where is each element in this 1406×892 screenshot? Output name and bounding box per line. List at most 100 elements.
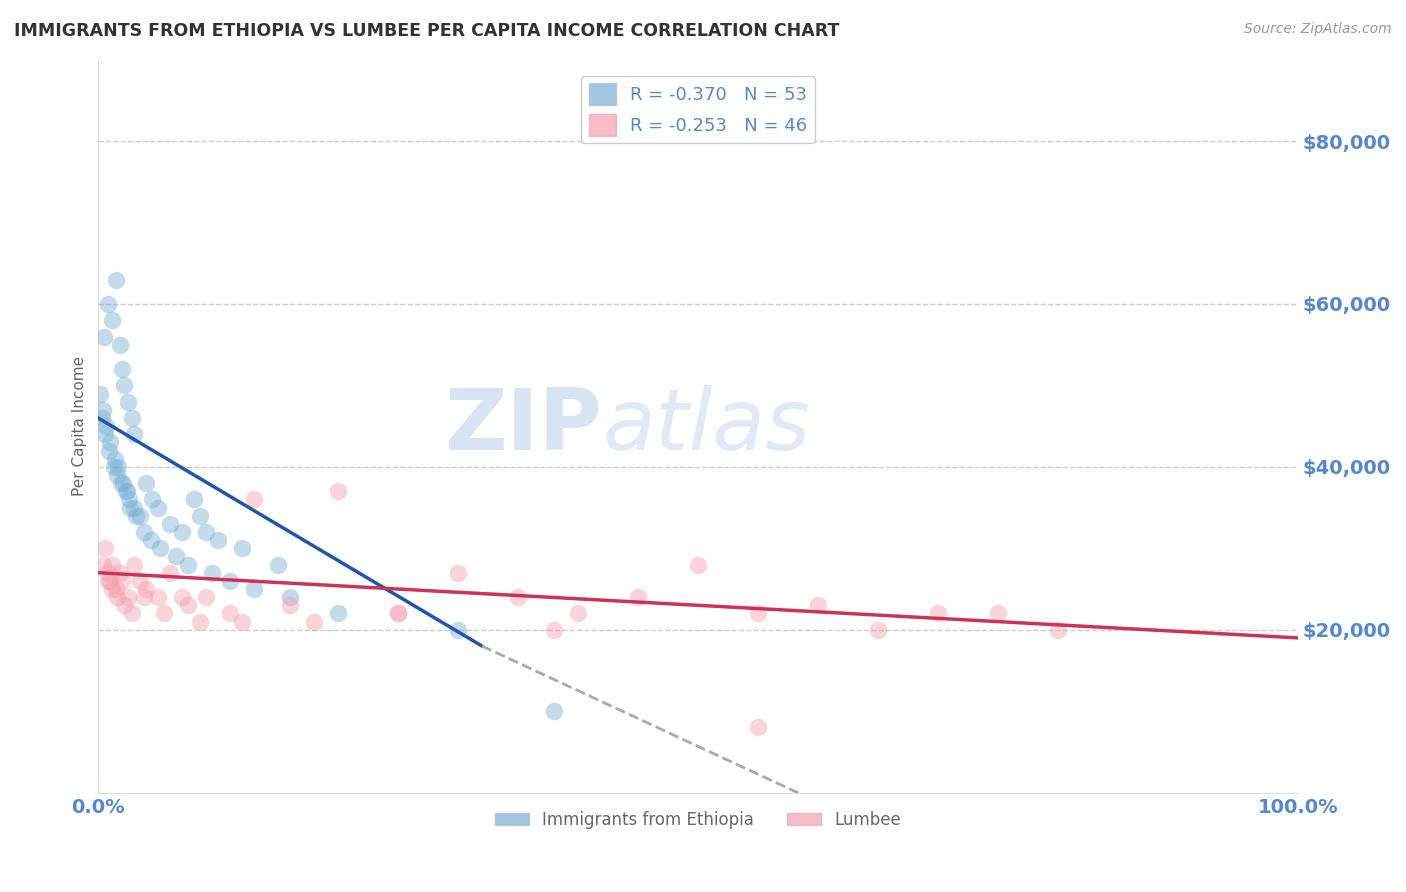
Legend: Immigrants from Ethiopia, Lumbee: Immigrants from Ethiopia, Lumbee xyxy=(489,805,907,836)
Point xyxy=(101,582,124,596)
Point xyxy=(165,549,187,564)
Point xyxy=(103,459,125,474)
Point xyxy=(149,541,172,556)
Point xyxy=(159,516,181,531)
Point xyxy=(122,427,145,442)
Point xyxy=(278,590,301,604)
Point xyxy=(115,484,138,499)
Point xyxy=(122,500,145,515)
Point xyxy=(122,558,145,572)
Point xyxy=(927,607,949,621)
Point xyxy=(94,427,117,442)
Point xyxy=(108,566,131,580)
Point xyxy=(146,590,169,604)
Point xyxy=(866,623,889,637)
Point xyxy=(231,541,253,556)
Point xyxy=(159,566,181,580)
Point xyxy=(101,558,124,572)
Point xyxy=(183,492,205,507)
Point xyxy=(91,402,114,417)
Point xyxy=(121,411,143,425)
Point xyxy=(139,533,162,548)
Point xyxy=(231,615,253,629)
Point xyxy=(89,386,111,401)
Point xyxy=(170,524,193,539)
Point xyxy=(177,599,200,613)
Point xyxy=(105,582,128,596)
Point xyxy=(543,623,565,637)
Point xyxy=(747,607,769,621)
Point xyxy=(543,704,565,718)
Point xyxy=(97,574,120,588)
Point xyxy=(201,566,224,580)
Point xyxy=(114,599,136,613)
Point xyxy=(567,607,589,621)
Point xyxy=(153,607,176,621)
Point xyxy=(387,607,409,621)
Point xyxy=(267,558,290,572)
Text: Source: ZipAtlas.com: Source: ZipAtlas.com xyxy=(1244,22,1392,37)
Point xyxy=(111,574,134,588)
Point xyxy=(177,558,200,572)
Point xyxy=(97,297,120,311)
Point xyxy=(110,476,132,491)
Point xyxy=(627,590,650,604)
Point xyxy=(117,394,139,409)
Point xyxy=(121,607,143,621)
Point xyxy=(112,476,135,491)
Point xyxy=(387,607,409,621)
Text: atlas: atlas xyxy=(602,384,810,467)
Y-axis label: Per Capita Income: Per Capita Income xyxy=(72,356,87,496)
Point xyxy=(118,492,141,507)
Point xyxy=(90,411,112,425)
Point xyxy=(105,468,128,483)
Point xyxy=(97,443,120,458)
Point xyxy=(278,599,301,613)
Point xyxy=(243,492,266,507)
Point xyxy=(96,419,118,434)
Point xyxy=(146,500,169,515)
Point xyxy=(243,582,266,596)
Point xyxy=(98,574,121,588)
Point xyxy=(326,484,349,499)
Point xyxy=(111,362,134,376)
Point xyxy=(302,615,325,629)
Point xyxy=(105,590,128,604)
Point xyxy=(108,337,131,351)
Point xyxy=(132,524,155,539)
Point xyxy=(132,590,155,604)
Point xyxy=(91,558,114,572)
Point xyxy=(117,590,139,604)
Point xyxy=(98,435,121,450)
Point xyxy=(170,590,193,604)
Point xyxy=(93,329,115,343)
Point xyxy=(141,492,163,507)
Point xyxy=(120,500,142,515)
Point xyxy=(104,451,127,466)
Point xyxy=(105,272,128,286)
Point xyxy=(747,721,769,735)
Point xyxy=(94,541,117,556)
Point xyxy=(219,574,242,588)
Point xyxy=(125,508,148,523)
Point xyxy=(135,476,157,491)
Text: IMMIGRANTS FROM ETHIOPIA VS LUMBEE PER CAPITA INCOME CORRELATION CHART: IMMIGRANTS FROM ETHIOPIA VS LUMBEE PER C… xyxy=(14,22,839,40)
Point xyxy=(326,607,349,621)
Point xyxy=(195,590,218,604)
Point xyxy=(114,378,136,392)
Point xyxy=(135,582,157,596)
Point xyxy=(686,558,709,572)
Point xyxy=(447,566,470,580)
Point xyxy=(101,313,124,327)
Point xyxy=(129,508,152,523)
Point xyxy=(195,524,218,539)
Point xyxy=(506,590,529,604)
Point xyxy=(188,615,211,629)
Point xyxy=(188,508,211,523)
Point xyxy=(129,574,152,588)
Point xyxy=(219,607,242,621)
Point xyxy=(807,599,830,613)
Point xyxy=(107,459,129,474)
Point xyxy=(114,484,136,499)
Text: ZIP: ZIP xyxy=(444,384,602,467)
